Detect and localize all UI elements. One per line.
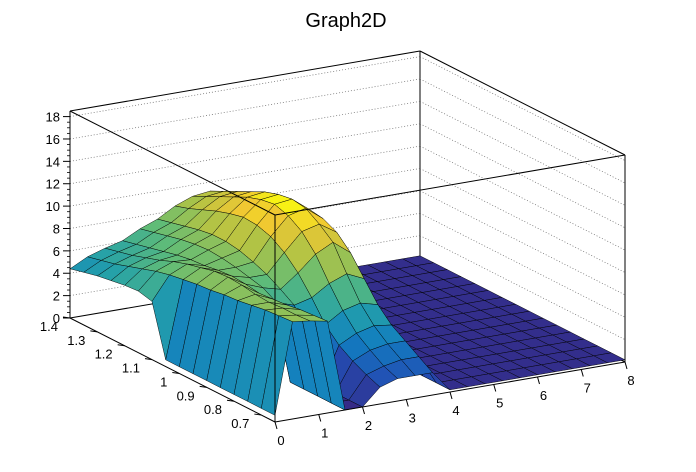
y-axis: 0.7 0.8 0.9 1 1.1 1.2 1.3 1.4: [40, 316, 262, 431]
back-wall-gridline: [69, 145, 421, 207]
y-tick-label: 1.3: [67, 333, 85, 348]
x-tick-label: 5: [496, 396, 503, 411]
z-tick-label: 8: [53, 221, 60, 236]
y-tick: [172, 371, 180, 374]
right-wall-gridline: [419, 212, 626, 318]
right-wall-gridline: [419, 145, 626, 251]
x-tick-label: 2: [365, 418, 372, 433]
x-tick-label: 1: [321, 426, 328, 441]
y-tick: [144, 358, 153, 361]
right-wall-gridline: [419, 235, 626, 340]
back-wall-gridline: [69, 123, 421, 185]
left-top-edge: [69, 110, 276, 216]
x-tick: [624, 361, 628, 370]
z-tick-label: 14: [46, 154, 60, 169]
x-tick: [580, 369, 584, 377]
y-tick-label: 0.7: [231, 416, 249, 431]
z-tick-label: 0: [53, 311, 60, 326]
x-tick-label: 4: [452, 403, 459, 418]
y-tick: [62, 316, 71, 319]
x-tick: [493, 384, 497, 392]
x-axis: 0 1 2 3 4 5 6 7 8: [274, 361, 635, 448]
left-floor-edge: [69, 317, 276, 423]
z-tick-label: 10: [46, 199, 60, 214]
y-tick-label: 1: [160, 374, 167, 389]
right-wall-gridline: [419, 168, 626, 273]
z-tick-label: 2: [53, 289, 60, 304]
z-tick-label: 18: [46, 110, 60, 125]
surface-cell: [261, 315, 293, 416]
y-tick-label: 1.2: [95, 347, 113, 362]
y-tick: [90, 330, 98, 333]
back-wall-gridline: [69, 56, 421, 117]
y-tick: [226, 399, 235, 402]
y-tick: [199, 385, 207, 388]
y-tick-label: 1.1: [122, 361, 140, 376]
right-wall-gridline: [419, 190, 626, 296]
x-tick: [362, 406, 365, 415]
x-tick: [405, 399, 409, 407]
x-tick: [449, 391, 453, 400]
x-tick: [274, 421, 278, 430]
x-tick: [318, 414, 322, 422]
right-wall-gridline: [419, 56, 626, 161]
surface-mesh: [69, 190, 626, 416]
x-tick-label: 3: [409, 411, 416, 426]
z-tick-label: 16: [46, 132, 60, 147]
x-tick-label: 7: [584, 381, 591, 396]
x-tick-label: 6: [540, 388, 547, 403]
y-tick-label: 0.8: [204, 402, 222, 417]
z-tick-label: 6: [53, 244, 60, 259]
right-wall-gridline: [419, 123, 626, 229]
right-wall-top-edge: [419, 50, 626, 156]
right-wall-gridline: [419, 78, 626, 184]
y-tick-label: 0.9: [177, 388, 195, 403]
back-wall-gridline: [69, 78, 421, 140]
right-wall-gridline: [419, 101, 626, 206]
chart-title: Graph2D: [305, 10, 386, 32]
y-tick: [117, 344, 125, 347]
z-tick-label: 4: [53, 266, 60, 281]
back-wall-top-edge: [69, 50, 421, 112]
front-top-edge: [274, 154, 626, 216]
y-tick-label: 1.4: [40, 319, 58, 334]
back-wall-gridline: [69, 101, 421, 162]
y-tick: [254, 413, 262, 416]
x-tick-label: 0: [277, 433, 284, 448]
z-tick-label: 12: [46, 177, 60, 192]
x-tick: [537, 376, 540, 385]
z-axis: 0 2 4 6 8 10 12 14 16 18: [46, 110, 71, 326]
x-tick-label: 8: [627, 373, 634, 388]
